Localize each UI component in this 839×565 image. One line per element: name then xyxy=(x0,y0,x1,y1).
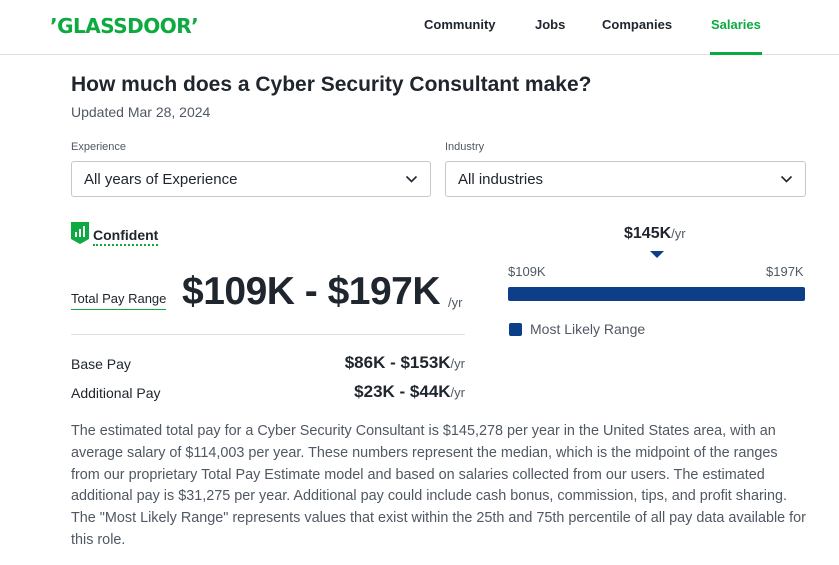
signal-bars-icon xyxy=(71,222,89,244)
median-pay: $145K/yr xyxy=(624,225,686,243)
industry-dropdown[interactable]: All industries xyxy=(445,161,806,197)
total-pay-unit: /yr xyxy=(448,295,463,310)
experience-filter-label: Experience xyxy=(71,141,127,153)
additional-pay-label: Additional Pay xyxy=(71,385,161,401)
range-min-label: $109K xyxy=(508,264,546,279)
divider xyxy=(71,334,465,335)
legend-most-likely-range: Most Likely Range xyxy=(530,321,646,337)
industry-filter-label: Industry xyxy=(445,141,485,153)
additional-pay-unit: /yr xyxy=(450,385,465,400)
nav-salaries[interactable]: Salaries xyxy=(711,17,761,32)
page-title: How much does a Cyber Security Consultan… xyxy=(71,73,592,96)
base-pay-range: $86K - $153K xyxy=(344,353,451,372)
median-marker xyxy=(650,251,664,258)
top-navigation-bar: ’GLASSDOOR’ Community Jobs Companies Sal… xyxy=(0,0,839,55)
glassdoor-logo[interactable]: ’GLASSDOOR’ xyxy=(50,14,199,38)
nav-jobs[interactable]: Jobs xyxy=(535,17,566,32)
base-pay-label: Base Pay xyxy=(71,356,131,372)
updated-date: Updated Mar 28, 2024 xyxy=(71,104,211,120)
median-pay-value: $145K xyxy=(624,225,672,242)
active-nav-indicator xyxy=(710,52,762,55)
base-pay-value: $86K - $153K/yr xyxy=(345,353,465,373)
most-likely-range-bar xyxy=(508,287,805,301)
additional-pay-value: $23K - $44K/yr xyxy=(354,382,465,402)
nav-companies[interactable]: Companies xyxy=(602,17,673,32)
chevron-down-icon xyxy=(405,175,418,183)
chevron-down-icon xyxy=(780,175,793,183)
nav-community[interactable]: Community xyxy=(424,17,496,32)
additional-pay-range: $23K - $44K xyxy=(354,382,451,401)
total-pay-range-value: $109K - $197K xyxy=(182,270,441,313)
confidence-label[interactable]: Confident xyxy=(93,227,159,246)
experience-dropdown-value: All years of Experience xyxy=(84,171,238,188)
total-pay-range-label[interactable]: Total Pay Range xyxy=(71,291,167,310)
base-pay-unit: /yr xyxy=(450,356,465,371)
experience-dropdown[interactable]: All years of Experience xyxy=(71,161,431,197)
salary-description: The estimated total pay for a Cyber Secu… xyxy=(71,423,806,548)
legend-swatch xyxy=(509,323,522,336)
industry-dropdown-value: All industries xyxy=(458,171,544,188)
median-pay-unit: /yr xyxy=(671,226,686,241)
range-max-label: $197K xyxy=(766,264,804,279)
